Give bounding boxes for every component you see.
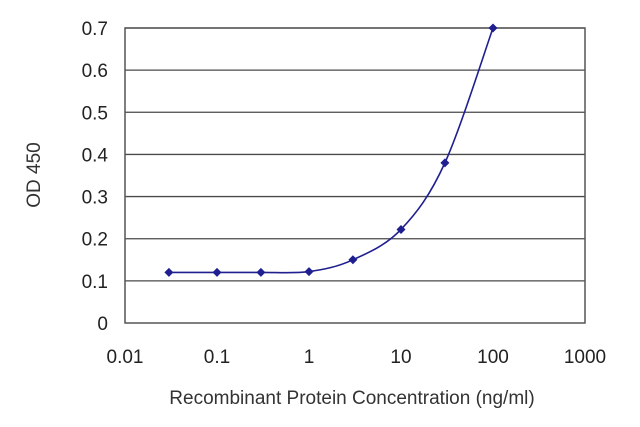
y-axis-ticks: 0 0.1 0.2 0.3 0.4 0.5 0.6 0.7	[82, 19, 109, 335]
y-tick-label: 0.3	[82, 188, 108, 209]
y-tick-label: 0.1	[82, 272, 108, 293]
x-tick-label: 1000	[564, 347, 606, 368]
data-point	[256, 267, 266, 277]
x-axis-ticks: 0.01 0.1 1 10 100 1000	[107, 347, 607, 368]
data-point	[440, 158, 450, 168]
y-tick-label: 0.7	[82, 19, 108, 40]
data-point	[396, 224, 406, 234]
y-tick-label: 0.2	[82, 230, 108, 251]
x-tick-label: 100	[477, 347, 509, 368]
series-line	[168, 27, 494, 274]
x-tick-label: 0.01	[107, 347, 144, 368]
x-tick-label: 1	[304, 347, 315, 368]
data-points	[164, 23, 498, 277]
y-axis-label: OD 450	[24, 142, 45, 207]
data-point	[212, 267, 222, 277]
x-tick-label: 0.1	[204, 347, 230, 368]
plot-area-frame	[124, 27, 586, 324]
y-tick-label: 0.6	[82, 61, 108, 82]
x-tick-label: 10	[390, 347, 411, 368]
y-tick-label: 0	[97, 314, 108, 335]
y-tick-label: 0.4	[82, 145, 109, 166]
data-point	[304, 267, 314, 277]
data-point	[488, 23, 498, 33]
data-point	[164, 267, 174, 277]
data-point	[348, 255, 358, 265]
grid-lines	[125, 27, 585, 282]
x-axis-label: Recombinant Protein Concentration (ng/ml…	[169, 388, 534, 409]
y-tick-label: 0.5	[82, 103, 108, 124]
